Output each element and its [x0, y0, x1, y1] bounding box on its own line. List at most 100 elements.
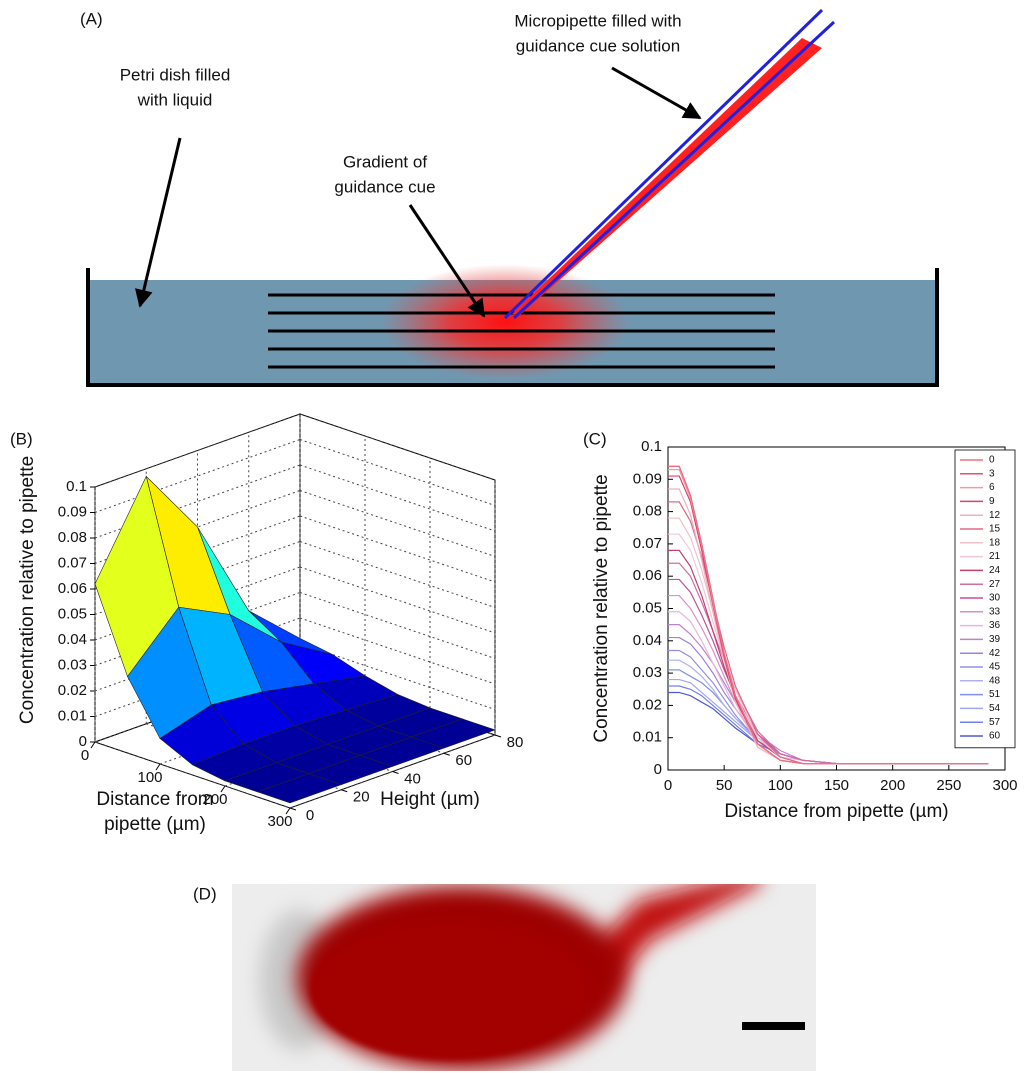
legend-label: 21: [989, 551, 1001, 562]
z-tick-label: 0.05: [58, 605, 87, 622]
legend-label: 54: [989, 703, 1001, 714]
legend-label: 12: [989, 510, 1001, 521]
y-tick-label: 0.04: [633, 632, 662, 649]
z-tick-label: 0.1: [66, 478, 87, 495]
y-tick-label: 0.1: [641, 438, 662, 455]
legend-label: 36: [989, 620, 1001, 631]
y-tick-label: 20: [353, 789, 370, 806]
scale-bar: [742, 1022, 805, 1030]
series-line: [668, 562, 989, 765]
x-axis-label: Distance from pipette (µm): [724, 801, 948, 822]
annotation: guidance cue solution: [516, 36, 680, 55]
panel-label: (B): [10, 429, 33, 448]
z-tick-label: 0.02: [58, 682, 87, 699]
petri-dish: [86, 268, 939, 387]
grid-line: [299, 541, 496, 608]
y-tick-label: 0.07: [633, 535, 662, 552]
micrograph: [232, 884, 816, 1071]
tick-mark: [392, 771, 399, 774]
y-tick-label: 0: [654, 761, 662, 778]
x-tick-label: 0: [664, 777, 672, 794]
grid-line: [299, 566, 496, 634]
legend-label: 15: [989, 524, 1001, 535]
grid-line: [299, 490, 496, 557]
annotation: Petri dish filled: [120, 65, 231, 84]
x-tick-label: 250: [936, 777, 961, 794]
tick-mark: [155, 763, 161, 771]
arrow: [134, 137, 182, 308]
z-tick-label: 0.09: [58, 503, 87, 520]
x-axis-label: pipette (µm): [104, 814, 206, 835]
legend-label: 6: [989, 482, 995, 493]
x-tick-label: 100: [768, 777, 793, 794]
surface-plot: 0 0.01 0.02 0.03 0.04 0.05 0.06 0.07 0.08 0.09 0.1…: [17, 413, 524, 835]
x-tick-label: 300: [267, 813, 292, 830]
y-tick-label: 0: [306, 807, 314, 824]
pipette-wall: [503, 8, 824, 320]
annotation: Micropipette filled with: [514, 11, 681, 30]
legend-label: 60: [989, 731, 1001, 742]
plot-frame: [667, 446, 1006, 771]
pipette-wall: [512, 20, 836, 320]
y-tick-label: 0.02: [633, 696, 662, 713]
tick-mark: [341, 789, 348, 793]
legend-label: 0: [989, 455, 995, 466]
tick-mark: [285, 807, 291, 815]
grid-line: [289, 734, 496, 809]
z-tick-label: 0.08: [58, 529, 87, 546]
series-line: [668, 678, 989, 765]
y-tick-label: 0.06: [633, 567, 662, 584]
x-tick-label: 200: [880, 777, 905, 794]
series-line: [668, 649, 989, 765]
grid-line: [299, 413, 496, 481]
grid-line: [299, 464, 496, 532]
legend-label: 42: [989, 648, 1001, 659]
grid-line: [94, 741, 291, 809]
annotation: guidance cue: [334, 177, 435, 196]
x-tick-label: 100: [137, 769, 162, 786]
arrow: [611, 66, 702, 120]
grid-line: [94, 413, 301, 488]
grid-line: [299, 592, 496, 659]
legend-label: 24: [989, 565, 1001, 576]
z-tick-label: 0.01: [58, 707, 87, 724]
grid-line: [299, 439, 496, 506]
legend-label: 9: [989, 496, 995, 507]
annotation: with liquid: [137, 90, 213, 109]
y-tick-label: 40: [404, 770, 421, 787]
tick-mark: [90, 741, 96, 749]
z-tick-label: 0.03: [58, 656, 87, 673]
y-tick-label: 0.01: [633, 729, 662, 746]
legend-label: 3: [989, 468, 995, 479]
y-axis-label: Height (µm): [380, 789, 480, 810]
gradient-glow: [380, 264, 630, 380]
y-tick-label: 80: [507, 734, 524, 751]
x-tick-label: 200: [202, 791, 227, 808]
series-line: [668, 691, 989, 765]
annotation: Gradient of: [343, 152, 427, 171]
panel-d: (D): [193, 884, 816, 1071]
series-line: [668, 578, 989, 765]
legend-label: 48: [989, 675, 1001, 686]
grid-line: [299, 643, 496, 710]
y-tick-label: 60: [455, 752, 472, 769]
legend-label: 27: [989, 579, 1001, 590]
surface-patch: [256, 773, 343, 804]
series-line: [668, 465, 989, 765]
legend-label: 18: [989, 537, 1001, 548]
y-tick-label: 0.08: [633, 503, 662, 520]
x-tick-label: 0: [81, 747, 89, 764]
z-axis-label: Concentration relative to pipette: [17, 456, 38, 724]
panel-label: (D): [193, 884, 217, 903]
legend-label: 45: [989, 662, 1001, 673]
legend-box: [954, 449, 1016, 749]
panel-a: (A) Micropipette filled with guidance cu…: [80, 8, 939, 387]
arrow: [408, 204, 486, 318]
x-axis-label: Distance from: [96, 789, 213, 810]
series-line: [668, 488, 989, 765]
grid-line: [94, 439, 301, 513]
grid-line: [299, 515, 496, 583]
z-tick-label: 0.04: [58, 631, 87, 648]
z-tick-label: 0.06: [58, 580, 87, 597]
